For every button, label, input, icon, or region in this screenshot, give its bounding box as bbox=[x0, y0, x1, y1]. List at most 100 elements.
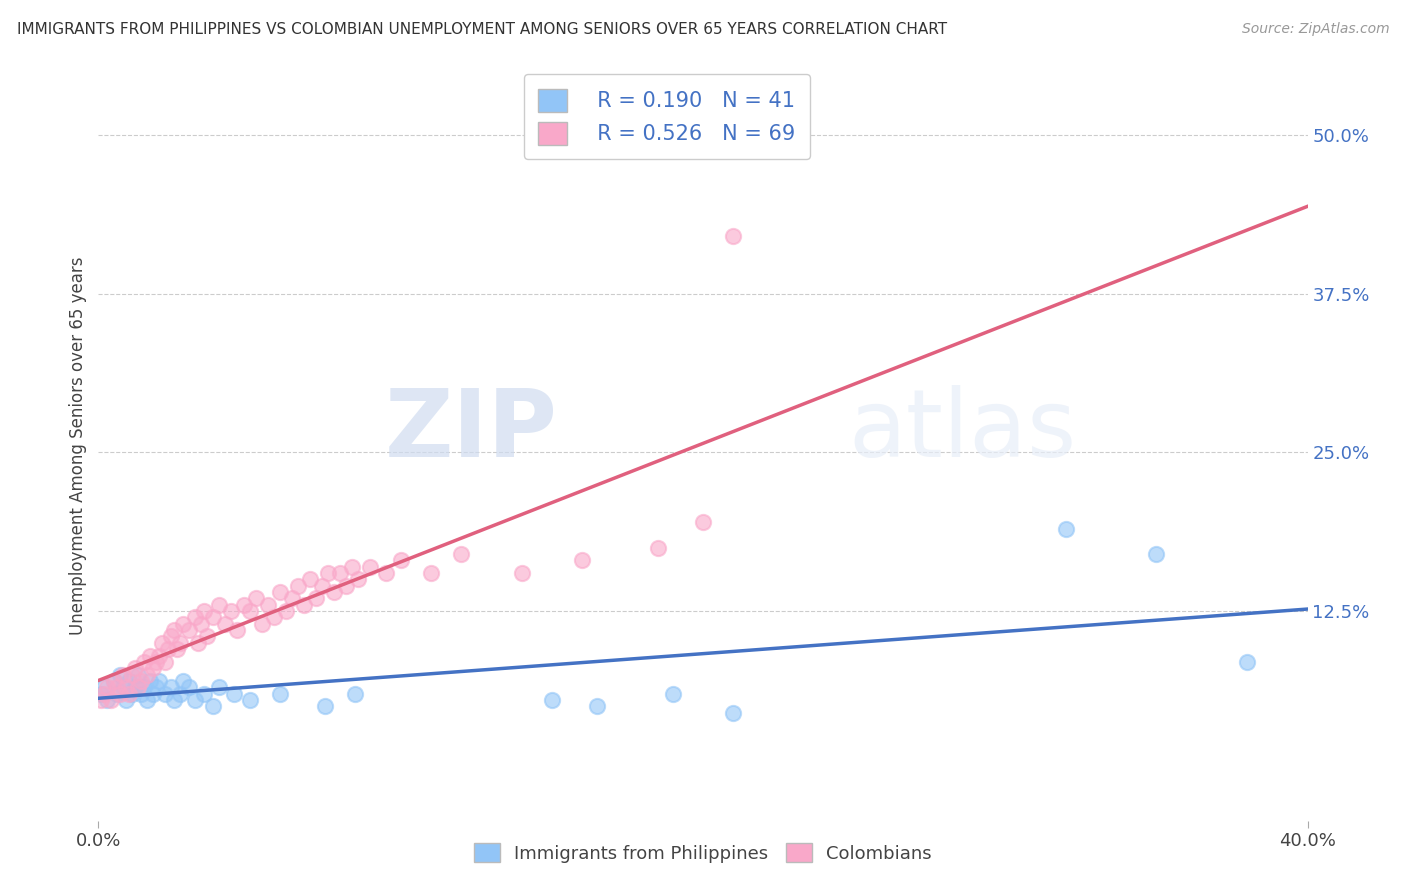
Point bbox=[202, 610, 225, 624]
Point bbox=[111, 667, 134, 681]
Point bbox=[184, 610, 207, 624]
Point bbox=[335, 579, 357, 593]
Point bbox=[127, 681, 149, 695]
Point bbox=[232, 598, 254, 612]
Point bbox=[269, 687, 291, 701]
Point bbox=[661, 687, 683, 701]
Point bbox=[142, 687, 165, 701]
Legend: Immigrants from Philippines, Colombians: Immigrants from Philippines, Colombians bbox=[465, 834, 941, 871]
Point bbox=[344, 687, 367, 701]
Point bbox=[129, 673, 152, 688]
Point bbox=[166, 642, 188, 657]
Point bbox=[239, 693, 262, 707]
Point bbox=[374, 566, 396, 580]
Point bbox=[148, 648, 170, 663]
Point bbox=[169, 636, 191, 650]
Point bbox=[145, 681, 167, 695]
Point bbox=[179, 681, 201, 695]
Point bbox=[148, 673, 170, 688]
Point bbox=[571, 553, 593, 567]
Point bbox=[723, 706, 745, 720]
Point bbox=[187, 636, 209, 650]
Point bbox=[347, 572, 370, 586]
Point bbox=[420, 566, 443, 580]
Text: Source: ZipAtlas.com: Source: ZipAtlas.com bbox=[1241, 22, 1389, 37]
Text: atlas: atlas bbox=[848, 385, 1077, 477]
Point bbox=[314, 699, 336, 714]
Point bbox=[316, 566, 339, 580]
Point bbox=[153, 655, 176, 669]
Point bbox=[96, 681, 118, 695]
Point bbox=[145, 655, 167, 669]
Point bbox=[193, 604, 215, 618]
Point bbox=[114, 681, 136, 695]
Point bbox=[1144, 547, 1167, 561]
Point bbox=[124, 661, 146, 675]
Point bbox=[111, 681, 134, 695]
Point bbox=[150, 636, 173, 650]
Point bbox=[135, 667, 157, 681]
Point bbox=[132, 681, 155, 695]
Point bbox=[250, 616, 273, 631]
Point bbox=[299, 572, 322, 586]
Point bbox=[226, 623, 249, 637]
Point bbox=[108, 667, 131, 681]
Point bbox=[139, 648, 162, 663]
Point bbox=[360, 559, 382, 574]
Point bbox=[647, 541, 669, 555]
Point bbox=[179, 623, 201, 637]
Point bbox=[221, 604, 243, 618]
Point bbox=[239, 604, 262, 618]
Point bbox=[127, 667, 149, 681]
Point bbox=[263, 610, 285, 624]
Point bbox=[105, 687, 128, 701]
Point bbox=[105, 681, 128, 695]
Point bbox=[1236, 655, 1258, 669]
Point bbox=[195, 630, 218, 644]
Point bbox=[103, 673, 125, 688]
Point bbox=[93, 687, 115, 701]
Point bbox=[132, 655, 155, 669]
Point bbox=[142, 661, 165, 675]
Point bbox=[90, 687, 112, 701]
Point bbox=[193, 687, 215, 701]
Point bbox=[305, 591, 328, 606]
Point bbox=[342, 559, 364, 574]
Point bbox=[163, 623, 186, 637]
Point bbox=[311, 579, 333, 593]
Point bbox=[540, 693, 562, 707]
Point bbox=[121, 687, 143, 701]
Point bbox=[172, 673, 194, 688]
Point bbox=[202, 699, 225, 714]
Text: ZIP: ZIP bbox=[385, 385, 558, 477]
Point bbox=[184, 693, 207, 707]
Point bbox=[129, 687, 152, 701]
Point bbox=[100, 693, 122, 707]
Point bbox=[114, 693, 136, 707]
Point bbox=[208, 681, 231, 695]
Point bbox=[256, 598, 278, 612]
Point bbox=[156, 642, 179, 657]
Point bbox=[269, 585, 291, 599]
Point bbox=[208, 598, 231, 612]
Point bbox=[96, 693, 118, 707]
Point bbox=[586, 699, 609, 714]
Y-axis label: Unemployment Among Seniors over 65 years: Unemployment Among Seniors over 65 years bbox=[69, 257, 87, 635]
Point bbox=[169, 687, 191, 701]
Point bbox=[224, 687, 246, 701]
Point bbox=[139, 673, 162, 688]
Point bbox=[292, 598, 315, 612]
Point bbox=[124, 681, 146, 695]
Point bbox=[450, 547, 472, 561]
Point bbox=[190, 616, 212, 631]
Point bbox=[108, 687, 131, 701]
Point bbox=[510, 566, 533, 580]
Point bbox=[160, 681, 183, 695]
Point bbox=[153, 687, 176, 701]
Point bbox=[160, 630, 183, 644]
Point bbox=[135, 693, 157, 707]
Point bbox=[118, 673, 141, 688]
Point bbox=[692, 515, 714, 529]
Point bbox=[163, 693, 186, 707]
Point bbox=[287, 579, 309, 593]
